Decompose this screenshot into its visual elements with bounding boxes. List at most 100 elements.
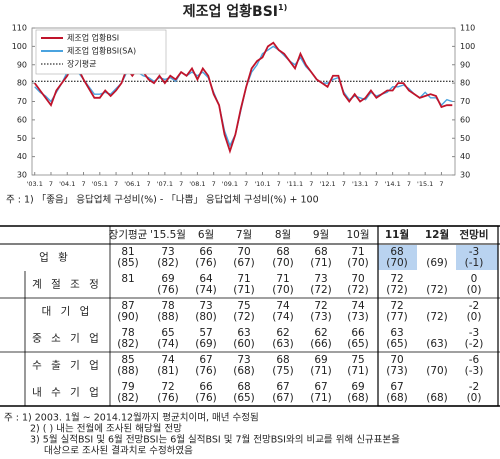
table-cell: (65) (347, 338, 369, 350)
table-cell: 68 (276, 354, 289, 366)
x-tick-label: '12.1 (319, 180, 335, 188)
column-header: 10월 (346, 229, 369, 241)
table-cell: (71) (347, 365, 369, 377)
table-cell: 74 (276, 300, 290, 312)
table-cell: (72) (426, 311, 448, 323)
x-tick-label: 7 (212, 180, 216, 188)
table-cell: (-2) (465, 338, 484, 350)
y2-tick-label: 100 (460, 42, 475, 51)
table-cell: 71 (276, 273, 289, 285)
table-cell: (65) (233, 392, 255, 404)
highlight-cell (456, 245, 498, 270)
table-cell: 68 (314, 246, 327, 258)
table-cell: (0) (467, 284, 482, 296)
y2-tick-label: 90 (460, 60, 470, 69)
table-cell: (73) (386, 365, 408, 377)
y-tick-label: 110 (12, 24, 27, 33)
table-cell: (75) (272, 365, 294, 377)
table-cell: 63 (237, 327, 250, 339)
table-cell: (67) (272, 392, 294, 404)
table-cell: (72) (347, 284, 369, 296)
table-note: 대상으로 조사된 결과치로 수정하였음 (44, 445, 193, 457)
table-cell: 75 (351, 354, 364, 366)
title-text: 제조업 업황BSI (183, 3, 278, 20)
y2-tick-label: 50 (460, 134, 470, 143)
table-cell: (71) (233, 284, 255, 296)
y-tick-label: 100 (12, 42, 27, 51)
x-tick-label: '14.1 (385, 180, 401, 188)
table-cell: 63 (390, 327, 403, 339)
x-tick-label: '03.1 (27, 180, 43, 188)
table-cell: 73 (161, 246, 174, 258)
table-cell: 74 (161, 354, 175, 366)
row-label: 계 절 조 정 (32, 278, 102, 291)
table-cell: (74) (157, 338, 179, 350)
legend-label: 제조업 업황BSI (67, 33, 119, 43)
table-cell: (72) (426, 284, 448, 296)
table-cell: 73 (314, 273, 327, 285)
table-cell: (74) (195, 284, 217, 296)
table-cell: 69 (161, 273, 174, 285)
table-cell: 81 (121, 246, 134, 258)
table-box (377, 225, 499, 407)
table-cell: (76) (195, 392, 217, 404)
table-cell: 68 (276, 246, 289, 258)
table-cell: 70 (351, 273, 364, 285)
x-tick-label: 7 (147, 180, 151, 188)
x-tick-label: 7 (439, 180, 443, 188)
x-tick-label: 7 (81, 180, 85, 188)
table-cell: 81 (121, 273, 134, 285)
table-cell: 66 (199, 381, 213, 393)
highlight-cell (378, 245, 417, 270)
x-tick-label: '09.1 (222, 180, 238, 188)
column-header: 8월 (275, 229, 291, 241)
table-cell: (69) (195, 338, 217, 350)
table-cell: (68) (347, 392, 369, 404)
y-tick-label: 50 (17, 134, 27, 143)
table-cell: (67) (233, 257, 255, 269)
column-header: 9월 (313, 229, 329, 241)
table-cell: 70 (237, 246, 250, 258)
table-cell: (70) (426, 365, 448, 377)
y-tick-label: 90 (17, 60, 27, 69)
x-tick-label: 7 (407, 180, 411, 188)
table-cell: 65 (161, 327, 174, 339)
table-cell: -2 (469, 300, 479, 312)
table-cell: (63) (426, 338, 448, 350)
table-cell: (82) (157, 257, 179, 269)
table-cell: 62 (314, 327, 327, 339)
table-cell: 87 (121, 300, 134, 312)
table-cell: (0) (467, 392, 482, 404)
table-cell: (82) (117, 392, 139, 404)
x-tick-label: '10.1 (254, 180, 270, 188)
column-header: 11월 (385, 228, 409, 241)
y2-tick-label: 40 (460, 152, 470, 161)
table-cell: 69 (314, 354, 327, 366)
table-cell: 71 (351, 246, 364, 258)
chart-title: 제조업 업황BSI1) (183, 3, 287, 21)
column-header: '15.5월 (150, 229, 186, 241)
table-cell: 62 (276, 327, 289, 339)
table-cell: (-1) (465, 257, 484, 269)
table-cell: (76) (195, 365, 217, 377)
x-tick-label: '08.1 (189, 180, 205, 188)
x-tick-label: 7 (244, 180, 248, 188)
x-tick-label: '11.1 (287, 180, 303, 188)
table-cell: 85 (121, 354, 134, 366)
table-cell: (68) (233, 365, 255, 377)
table-cell: 68 (390, 246, 403, 258)
table-cell: (72) (233, 311, 255, 323)
table-cell: 69 (351, 381, 364, 393)
x-tick-label: 7 (179, 180, 183, 188)
table-cell: (70) (347, 257, 369, 269)
table-cell: 72 (161, 381, 174, 393)
table-cell: 67 (390, 381, 403, 393)
x-tick-label: 7 (277, 180, 281, 188)
table-cell: (81) (157, 365, 179, 377)
table-cell: 78 (121, 327, 134, 339)
table-cell: (85) (117, 257, 139, 269)
table-cell: (71) (310, 365, 332, 377)
table-cell: (88) (157, 311, 179, 323)
table-cell: -2 (469, 381, 479, 393)
x-tick-label: 7 (49, 180, 53, 188)
